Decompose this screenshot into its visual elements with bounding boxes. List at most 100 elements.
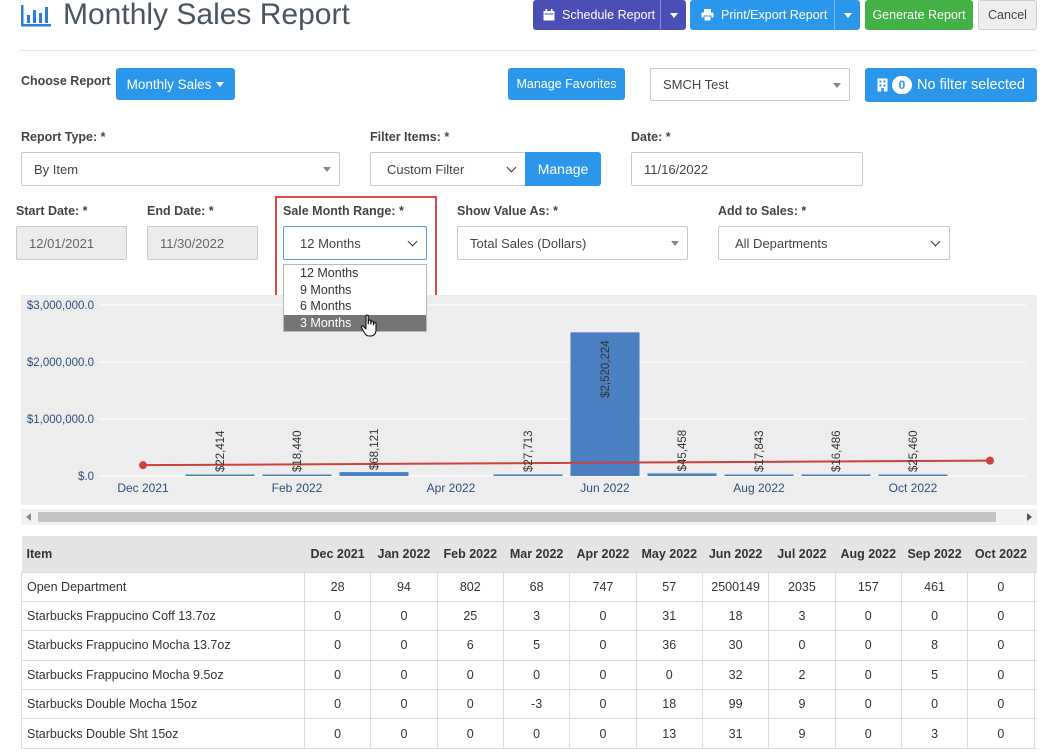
- month-range-option[interactable]: 9 Months: [300, 282, 352, 297]
- month-range-option[interactable]: 6 Months: [300, 299, 352, 313]
- trend-line: [142, 459, 991, 467]
- value-cell: 0: [303, 600, 372, 632]
- value-cell: 5: [900, 659, 969, 691]
- caret-down-icon: [843, 12, 852, 18]
- column-header-month[interactable]: Sep 2022: [901, 536, 968, 572]
- month-range-option[interactable]: 12 Months: [300, 266, 359, 280]
- value-cell: 0: [569, 689, 637, 720]
- choose-report-dropdown[interactable]: Monthly Sales: [116, 68, 235, 100]
- print-dropdown-toggle[interactable]: [834, 0, 860, 30]
- value-cell: 25: [436, 600, 504, 632]
- value-cell: 2035: [768, 571, 836, 602]
- schedule-report-button[interactable]: Schedule Report: [533, 0, 686, 30]
- month-range-option-hovered[interactable]: 3 Months: [284, 314, 426, 331]
- value-cell: 3: [768, 600, 836, 632]
- caret-down-icon: [216, 81, 225, 87]
- manage-favorites-button[interactable]: Manage Favorites: [508, 68, 625, 100]
- print-export-button[interactable]: Print/Export Report: [690, 0, 860, 30]
- chevron-down-icon: [506, 162, 517, 173]
- building-icon: [877, 78, 888, 92]
- bar[interactable]: [570, 332, 640, 476]
- column-header-month[interactable]: Jul 2022: [768, 536, 836, 572]
- value-cell: 0: [569, 600, 637, 632]
- printer-icon: [701, 9, 714, 21]
- add-to-sales-label: Add to Sales: *: [718, 204, 807, 218]
- value-cell: 0: [1033, 630, 1037, 661]
- column-header-month[interactable]: Jun 2022: [702, 536, 769, 572]
- item-name-cell: Starbucks Double Sht 15oz: [21, 718, 305, 749]
- table-row: Starbucks Frappucino Mocha 13.7oz 0 0 6 5 0 36…: [21, 630, 1037, 661]
- show-value-select[interactable]: Total Sales (Dollars): [457, 226, 688, 260]
- sales-table-container: Item Dec 2021 Jan 2022 Feb 2022 Mar 2022 Apr …: [21, 536, 1037, 753]
- column-header-month[interactable]: Oct 2022: [967, 536, 1035, 572]
- value-cell: 747: [569, 571, 637, 602]
- bar[interactable]: [647, 473, 717, 476]
- scroll-right-icon[interactable]: [1027, 513, 1032, 521]
- end-date-value: 11/30/2022: [160, 235, 225, 251]
- value-cell: 68: [502, 571, 571, 602]
- column-header-month[interactable]: Mar 2022: [503, 536, 570, 572]
- chart-scrollbar[interactable]: [21, 509, 1037, 525]
- value-cell: 0: [569, 659, 637, 691]
- scroll-left-icon[interactable]: [26, 513, 31, 521]
- value-cell: 0: [303, 718, 372, 749]
- table-row: Starbucks Frappucino Coff 13.7oz 0 0 25 3 0 31…: [21, 600, 1037, 632]
- trend-end-point[interactable]: [986, 456, 994, 465]
- add-to-sales-select[interactable]: All Departments: [718, 226, 950, 260]
- schedule-dropdown-toggle[interactable]: [660, 0, 686, 30]
- value-cell: 8: [900, 630, 969, 661]
- store-select[interactable]: SMCH Test: [650, 68, 850, 101]
- date-input[interactable]: 11/16/2022: [631, 152, 863, 186]
- data-label: $25,460: [908, 430, 920, 472]
- filter-items-label: Filter Items: *: [370, 130, 450, 144]
- column-header-month[interactable]: Feb 2022: [437, 536, 504, 572]
- bar[interactable]: [801, 474, 871, 477]
- value-cell: 0: [502, 659, 571, 691]
- choose-report-label: Choose Report: [21, 74, 111, 88]
- filter-status-button[interactable]: 0 No filter selected: [865, 68, 1037, 102]
- manage-filter-button[interactable]: Manage: [525, 152, 601, 186]
- value-cell: 0: [370, 718, 438, 749]
- column-header-month[interactable]: May 2022: [636, 536, 703, 572]
- column-header-month[interactable]: Apr 2022: [569, 536, 637, 572]
- filter-items-value: Custom Filter: [387, 161, 465, 177]
- value-cell: 0: [635, 659, 703, 691]
- month-range-select[interactable]: 12 Months: [283, 226, 427, 260]
- column-header-item[interactable]: Item: [21, 536, 305, 572]
- bar[interactable]: [724, 474, 794, 477]
- scroll-thumb[interactable]: [38, 512, 996, 522]
- store-select-value: SMCH Test: [663, 77, 729, 92]
- value-cell: 0: [436, 689, 504, 720]
- column-header-month[interactable]: Nov 2022: [1034, 536, 1037, 572]
- bar[interactable]: [493, 474, 563, 476]
- value-cell: 0: [834, 659, 902, 691]
- report-type-label: Report Type: *: [21, 130, 106, 144]
- bar[interactable]: [262, 474, 332, 477]
- filter-items-select[interactable]: Custom Filter: [370, 152, 526, 186]
- value-cell: 0: [967, 600, 1035, 632]
- value-cell: -3: [502, 689, 571, 720]
- trend-start-point[interactable]: [139, 461, 147, 470]
- column-header-month[interactable]: Dec 2021: [304, 536, 371, 572]
- month-range-value: 12 Months: [300, 235, 361, 251]
- cancel-button[interactable]: Cancel: [978, 0, 1037, 30]
- bar[interactable]: [878, 474, 948, 477]
- value-cell: 31: [635, 600, 703, 632]
- value-cell: 0: [370, 659, 438, 691]
- print-export-label: Print/Export Report: [721, 8, 828, 22]
- page-title: Monthly Sales Report: [63, 0, 350, 31]
- value-cell: 99: [701, 689, 770, 720]
- column-header-month[interactable]: Aug 2022: [835, 536, 902, 572]
- value-cell: 0: [834, 630, 902, 661]
- bar[interactable]: [339, 472, 409, 476]
- hand-cursor-icon: [360, 314, 377, 337]
- sales-chart: $.0 $1,000,000.0 $2,000,000.0 $3,000,000.0 $…: [21, 295, 1037, 505]
- report-type-select[interactable]: By Item: [21, 152, 340, 186]
- item-name-cell: Starbucks Double Mocha 15oz: [21, 689, 305, 720]
- bar[interactable]: [185, 474, 255, 477]
- column-header-month[interactable]: Jan 2022: [370, 536, 438, 572]
- data-label: $22,414: [215, 430, 227, 472]
- generate-report-button[interactable]: Generate Report: [865, 0, 973, 30]
- sales-chart-svg: $.0 $1,000,000.0 $2,000,000.0 $3,000,000.0 $…: [27, 300, 1026, 495]
- value-cell: 30: [701, 630, 770, 661]
